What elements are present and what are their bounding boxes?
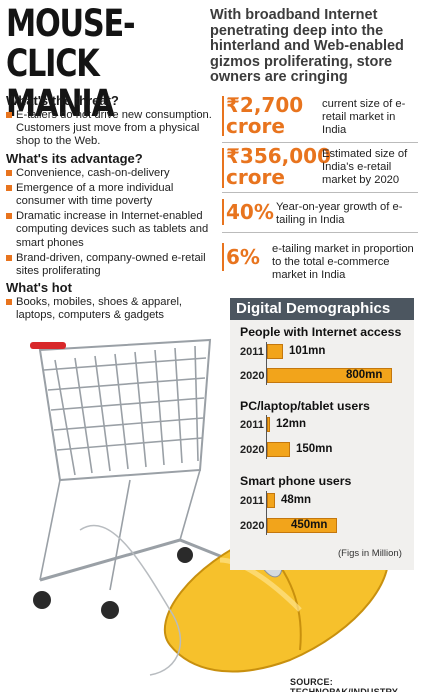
bar-value-label: 12mn	[276, 418, 307, 430]
bar	[267, 368, 392, 383]
bar-value-label: 48mn	[281, 494, 312, 506]
stat-accent-bar	[222, 96, 224, 136]
group-title: PC/laptop/tablet users	[240, 399, 370, 413]
bullet-square-icon	[6, 299, 12, 306]
headline-line-2: MANIA	[6, 82, 115, 125]
stat-value: ₹2,700	[226, 93, 304, 117]
bar-axis	[266, 342, 267, 385]
headline: MOUSE-CLICK MANIA	[6, 4, 170, 124]
bar	[267, 442, 290, 457]
hot-section: What's hot Books, mobiles, shoes & appar…	[6, 280, 221, 322]
bullet-text: Brand-driven, company-owned e-retail sit…	[16, 251, 206, 278]
bar-value-label: 800mn	[346, 369, 383, 381]
stat-accent-bar	[222, 148, 224, 188]
year-label: 2011	[240, 346, 264, 358]
group-title: Smart phone users	[240, 474, 352, 488]
threat-section: What's the threat? E-tailers do not driv…	[6, 93, 221, 149]
left-column: What's the threat? E-tailers do not driv…	[6, 93, 221, 325]
bullet-item: Convenience, cash-on-delivery	[6, 167, 221, 180]
advantage-title: What's its advantage?	[6, 150, 143, 166]
bullet-text: E-tailers do not drive new consumption. …	[16, 109, 212, 148]
units-note: (Figs in Million)	[338, 548, 402, 559]
year-label: 2020	[240, 444, 265, 456]
bar	[267, 417, 270, 432]
bullet-item: Books, mobiles, shoes & apparel, laptops…	[6, 296, 221, 322]
threat-title: What's the threat?	[6, 93, 119, 108]
bar-value-label: 450mn	[291, 519, 328, 531]
stat-growth: 40%	[226, 200, 274, 224]
stat-description: Year-on-year growth of e-tailing in Indi…	[276, 201, 403, 226]
source-credit: SOURCE: TECHNOPAK/INDUSTRY	[290, 677, 399, 692]
bar	[267, 344, 283, 359]
bar-axis	[266, 415, 267, 459]
bullet-square-icon	[6, 254, 12, 261]
headline-line-1: MOUSE-CLICK	[6, 2, 136, 85]
hot-title: What's hot	[6, 280, 72, 296]
bullet-text: Emergence of a more individual consumer …	[16, 181, 174, 208]
stat-market-size: ₹2,700 crore	[226, 95, 303, 137]
divider	[222, 142, 418, 143]
stat-unit: crore	[226, 165, 285, 189]
stat-description: Estimated size of India's e-retail marke…	[322, 148, 408, 186]
mouse-cable-icon	[79, 524, 181, 676]
divider	[222, 192, 418, 193]
shopping-cart-icon	[38, 338, 231, 591]
bar-value-label: 150mn	[296, 443, 333, 455]
stat-description: e-tailing market in proportion to the to…	[272, 243, 414, 281]
bar-axis	[266, 491, 267, 535]
bullet-item: Emergence of a more individual consumer …	[6, 182, 221, 208]
demographics-title: Digital Demographics	[230, 298, 414, 320]
bullet-square-icon	[6, 112, 12, 118]
bullet-square-icon	[6, 169, 12, 176]
bullet-item: E-tailers do not drive new consumption. …	[6, 109, 221, 149]
stat-unit: crore	[226, 114, 285, 138]
advantage-section: What's its advantage? Convenience, cash-…	[6, 151, 221, 279]
bar	[267, 518, 337, 533]
bullet-item: Brand-driven, company-owned e-retail sit…	[6, 252, 221, 278]
bar	[267, 493, 275, 508]
stat-proportion: 6%	[226, 245, 260, 269]
bullet-text: Dramatic increase in Internet-enabled co…	[16, 210, 209, 249]
bullet-square-icon	[6, 213, 12, 220]
stat-accent-bar	[222, 199, 224, 225]
bullet-text: Books, mobiles, shoes & apparel, laptops…	[16, 296, 183, 322]
year-label: 2011	[240, 419, 264, 431]
year-label: 2020	[240, 370, 265, 382]
bullet-square-icon	[6, 184, 12, 191]
cart-wheel-icon	[33, 547, 193, 619]
stat-accent-bar	[222, 243, 224, 271]
stat-value: ₹356,000	[226, 144, 332, 168]
cart-handle-icon	[30, 342, 66, 349]
year-label: 2011	[240, 495, 264, 507]
group-title: People with Internet access	[240, 325, 402, 339]
year-label: 2020	[240, 520, 265, 532]
stat-description: current size of e-retail market in India	[322, 98, 406, 136]
bullet-text: Convenience, cash-on-delivery	[16, 166, 170, 179]
divider	[222, 232, 418, 233]
bar-value-label: 101mn	[289, 345, 326, 357]
stat-market-forecast: ₹356,000 crore	[226, 146, 331, 188]
intro-text: With broadband Internet penetrating deep…	[210, 7, 404, 85]
bullet-item: Dramatic increase in Internet-enabled co…	[6, 210, 221, 250]
